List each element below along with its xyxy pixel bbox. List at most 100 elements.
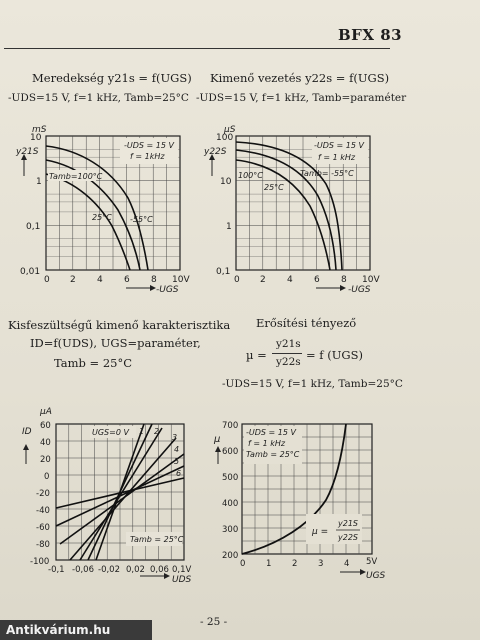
br-mu-label: µ = bbox=[311, 527, 328, 537]
tr-legend2: f = 1 kHz bbox=[318, 153, 356, 162]
tl-x-tick-8: 8 bbox=[151, 275, 157, 285]
bl-label-5: 5 bbox=[174, 457, 179, 466]
br-x-tick-2: 2 bbox=[292, 559, 297, 569]
bl-curve-4 bbox=[59, 453, 185, 545]
tr-label-m55: Tamb= -55°C bbox=[300, 169, 354, 178]
tl-legend2: f = 1kHz bbox=[130, 152, 165, 161]
br-y-tick-500: 500 bbox=[222, 473, 238, 483]
tl-x-tick-2: 2 bbox=[70, 275, 76, 285]
tr-curve-m55c bbox=[235, 159, 331, 271]
br-legend: -UDS = 15 V bbox=[246, 428, 296, 437]
tl-x-tick-6: 6 bbox=[124, 275, 130, 285]
chart-id-uds: µA ID UGS=0 V 1 2 3 4 bbox=[22, 407, 192, 584]
tl-y-arrowhead bbox=[21, 154, 27, 160]
tr-x-tick-6: 6 bbox=[314, 275, 320, 285]
tr-curve-25c bbox=[235, 149, 337, 271]
bl-y-tick-m60: -60 bbox=[36, 523, 50, 533]
br-conditions: -UDS=15 V, f=1 kHz, Tamb=25°C bbox=[222, 378, 403, 390]
tr-y-tick-10: 10 bbox=[220, 177, 232, 187]
br-x-tick-4: 4 bbox=[344, 559, 349, 569]
bl-y-tick-40: 40 bbox=[40, 438, 51, 448]
tl-x-symbol: -UGS bbox=[156, 285, 179, 295]
tl-label-100: Tamb=100°C bbox=[49, 172, 103, 181]
tl-legend-bg bbox=[120, 138, 178, 164]
tl-y-tick-01: 0,1 bbox=[26, 222, 40, 232]
tl-y-tick-10: 10 bbox=[30, 133, 42, 143]
br-curve-mu bbox=[241, 423, 347, 555]
br-legend2: f = 1 kHz bbox=[248, 439, 286, 448]
chart-y22s: µS y22S -UDS = 15 V f = 1 kHz 100°C 25°C bbox=[203, 125, 380, 295]
tr-y-unit: µS bbox=[223, 125, 236, 135]
br-mu-num: y21S bbox=[337, 519, 358, 528]
tl-grid bbox=[46, 136, 180, 270]
bl-x-tick-m01: -0,1 bbox=[48, 565, 65, 575]
tl-y-symbol: y21S bbox=[15, 147, 39, 157]
bl-x-tick-m006: -0,06 bbox=[72, 565, 94, 575]
br-legend-bg bbox=[244, 426, 302, 464]
bl-legend-bg bbox=[126, 532, 182, 546]
tr-x-tick-2: 2 bbox=[260, 275, 266, 285]
br-formula-den: y22s bbox=[276, 356, 301, 368]
bl-x-tick-01: 0,1V bbox=[172, 565, 192, 575]
bl-label-bg bbox=[90, 426, 136, 438]
tl-curves bbox=[45, 145, 149, 271]
br-x-tick-5: 5V bbox=[366, 557, 377, 567]
chart-mu: µ -UDS = 15 V f = 1 kHz Tamb = 25°C µ = … bbox=[213, 421, 386, 581]
tl-y-unit: mS bbox=[32, 125, 47, 135]
bl-y-tick-m100: -100 bbox=[30, 557, 49, 567]
tl-label-m55: -55°C bbox=[130, 215, 153, 224]
bl-y-tick-0: 0 bbox=[44, 472, 49, 482]
bl-y-tick-m80: -80 bbox=[36, 540, 50, 550]
br-y-symbol: µ bbox=[213, 434, 220, 445]
tl-legend: -UDS = 15 V bbox=[124, 141, 174, 150]
tr-title: Kimenő vezetés y22s = f(UGS) bbox=[210, 71, 390, 85]
tr-x-tick-0: 0 bbox=[234, 275, 240, 285]
tr-x-tick-4: 4 bbox=[287, 275, 293, 285]
br-mu-den: y22S bbox=[337, 533, 358, 542]
tl-x-arrowhead bbox=[150, 285, 156, 291]
bl-y-arrowhead bbox=[23, 444, 29, 450]
bl-label-3: 3 bbox=[172, 433, 177, 442]
bl-curves bbox=[55, 423, 185, 561]
tr-y-tick-01: 0,1 bbox=[216, 267, 230, 277]
tr-x-tick-10: 10V bbox=[362, 275, 380, 285]
bl-y-tick-m40: -40 bbox=[36, 506, 50, 516]
br-y-tick-300: 300 bbox=[222, 525, 238, 535]
bl-label-6: 6 bbox=[176, 469, 181, 478]
page-number: - 25 - bbox=[200, 616, 228, 628]
bl-x-tick-006: 0,06 bbox=[150, 565, 169, 575]
bl-x-tick-m002: -0,02 bbox=[98, 565, 120, 575]
tl-label-25: 25°C bbox=[92, 213, 112, 222]
br-x-arrowhead bbox=[360, 569, 366, 575]
br-formula-num: y21s bbox=[276, 338, 301, 350]
bl-y-symbol: ID bbox=[22, 427, 32, 437]
tl-conditions: -UDS=15 V, f=1 kHz, Tamb=25°C bbox=[8, 92, 189, 104]
tr-y-symbol: y22S bbox=[203, 147, 227, 157]
tl-curve-m55c bbox=[45, 173, 131, 271]
tr-label-25: 25°C bbox=[264, 183, 284, 192]
br-x-tick-1: 1 bbox=[266, 559, 271, 569]
bl-y-unit: µA bbox=[39, 407, 52, 417]
br-y-tick-700: 700 bbox=[222, 421, 238, 431]
br-x-tick-0: 0 bbox=[240, 559, 245, 569]
header-rule bbox=[4, 48, 390, 49]
br-y-arrowhead bbox=[215, 446, 221, 452]
tr-legend-bg bbox=[312, 138, 368, 164]
bl-curve-6 bbox=[55, 477, 185, 509]
br-title: Erősítési tényező bbox=[256, 316, 357, 330]
bl-line2: ID=f(UDS), UGS=paraméter, bbox=[30, 336, 201, 350]
br-x-tick-3: 3 bbox=[318, 559, 323, 569]
tr-y-tick-1: 1 bbox=[226, 222, 232, 232]
chart-y21s: mS y21S -UDS = 15 V f = 1kHz Tamb=100°C bbox=[15, 125, 190, 295]
bl-y-tick-m20: -20 bbox=[36, 489, 50, 499]
bl-line3: Tamb = 25°C bbox=[54, 356, 133, 370]
bl-x-arrowhead bbox=[164, 573, 170, 579]
bl-label-2: 2 bbox=[154, 427, 159, 436]
tr-x-arrowhead bbox=[340, 285, 346, 291]
tl-x-tick-0: 0 bbox=[44, 275, 50, 285]
tr-label-100: 100°C bbox=[238, 171, 263, 180]
tl-x-tick-10: 10V bbox=[172, 275, 190, 285]
watermark: Antikvárium.hu bbox=[0, 620, 152, 640]
tr-x-tick-8: 8 bbox=[341, 275, 347, 285]
